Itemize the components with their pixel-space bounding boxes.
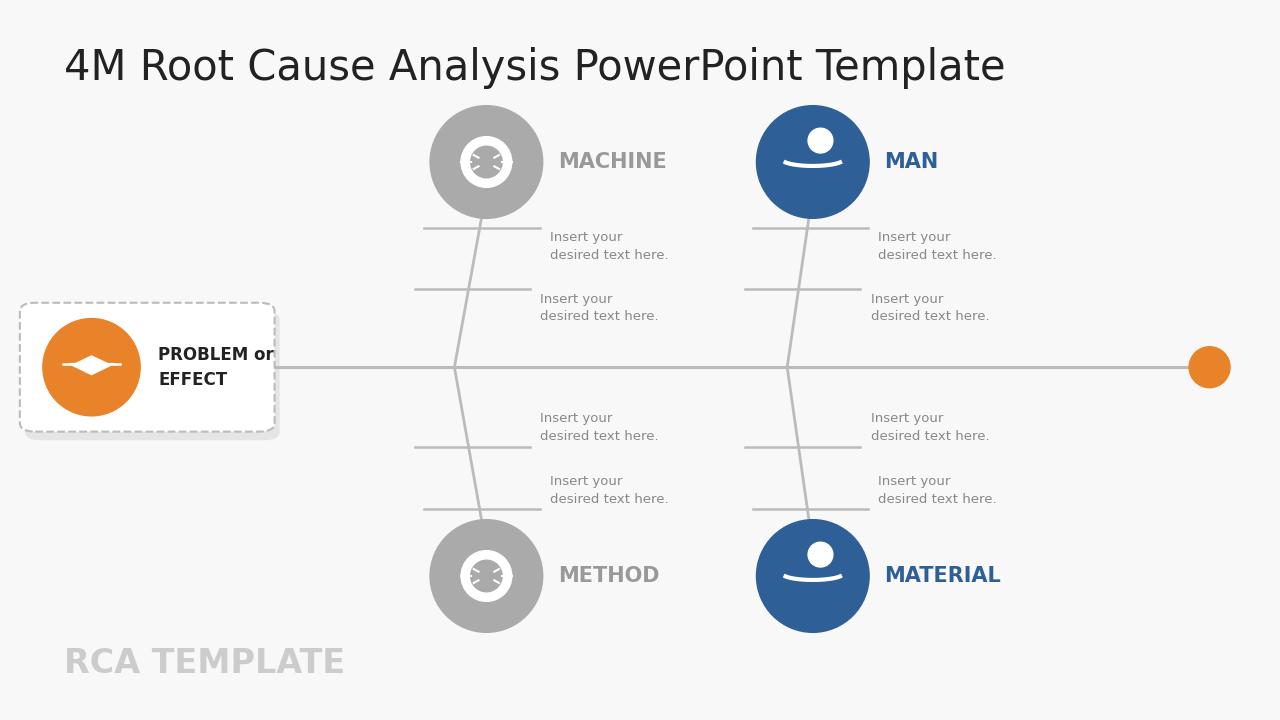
Polygon shape	[76, 356, 108, 364]
Ellipse shape	[808, 542, 833, 567]
Text: METHOD: METHOD	[558, 566, 659, 586]
Text: 4M Root Cause Analysis PowerPoint Template: 4M Root Cause Analysis PowerPoint Templa…	[64, 47, 1006, 89]
Ellipse shape	[430, 520, 543, 632]
Ellipse shape	[471, 560, 502, 592]
FancyBboxPatch shape	[26, 312, 280, 441]
Text: Insert your
desired text here.: Insert your desired text here.	[550, 231, 668, 262]
Text: MAN: MAN	[884, 152, 938, 172]
Text: RCA TEMPLATE: RCA TEMPLATE	[64, 647, 346, 680]
Ellipse shape	[44, 318, 141, 416]
Text: Insert your
desired text here.: Insert your desired text here.	[878, 475, 997, 505]
Text: Insert your
desired text here.: Insert your desired text here.	[870, 293, 989, 323]
Text: MATERIAL: MATERIAL	[884, 566, 1001, 586]
Ellipse shape	[430, 106, 543, 218]
Text: PROBLEM or
EFFECT: PROBLEM or EFFECT	[159, 346, 274, 389]
Text: Insert your
desired text here.: Insert your desired text here.	[870, 413, 989, 443]
Ellipse shape	[756, 106, 869, 218]
Polygon shape	[69, 364, 114, 374]
Ellipse shape	[756, 520, 869, 632]
Text: Insert your
desired text here.: Insert your desired text here.	[540, 413, 659, 443]
Ellipse shape	[461, 137, 512, 187]
Ellipse shape	[808, 128, 833, 153]
Text: Insert your
desired text here.: Insert your desired text here.	[878, 231, 997, 262]
Ellipse shape	[1189, 347, 1230, 387]
Text: Insert your
desired text here.: Insert your desired text here.	[550, 475, 668, 505]
FancyBboxPatch shape	[20, 303, 275, 432]
Ellipse shape	[461, 551, 512, 601]
Ellipse shape	[471, 146, 502, 178]
Text: Insert your
desired text here.: Insert your desired text here.	[540, 293, 659, 323]
Text: MACHINE: MACHINE	[558, 152, 667, 172]
